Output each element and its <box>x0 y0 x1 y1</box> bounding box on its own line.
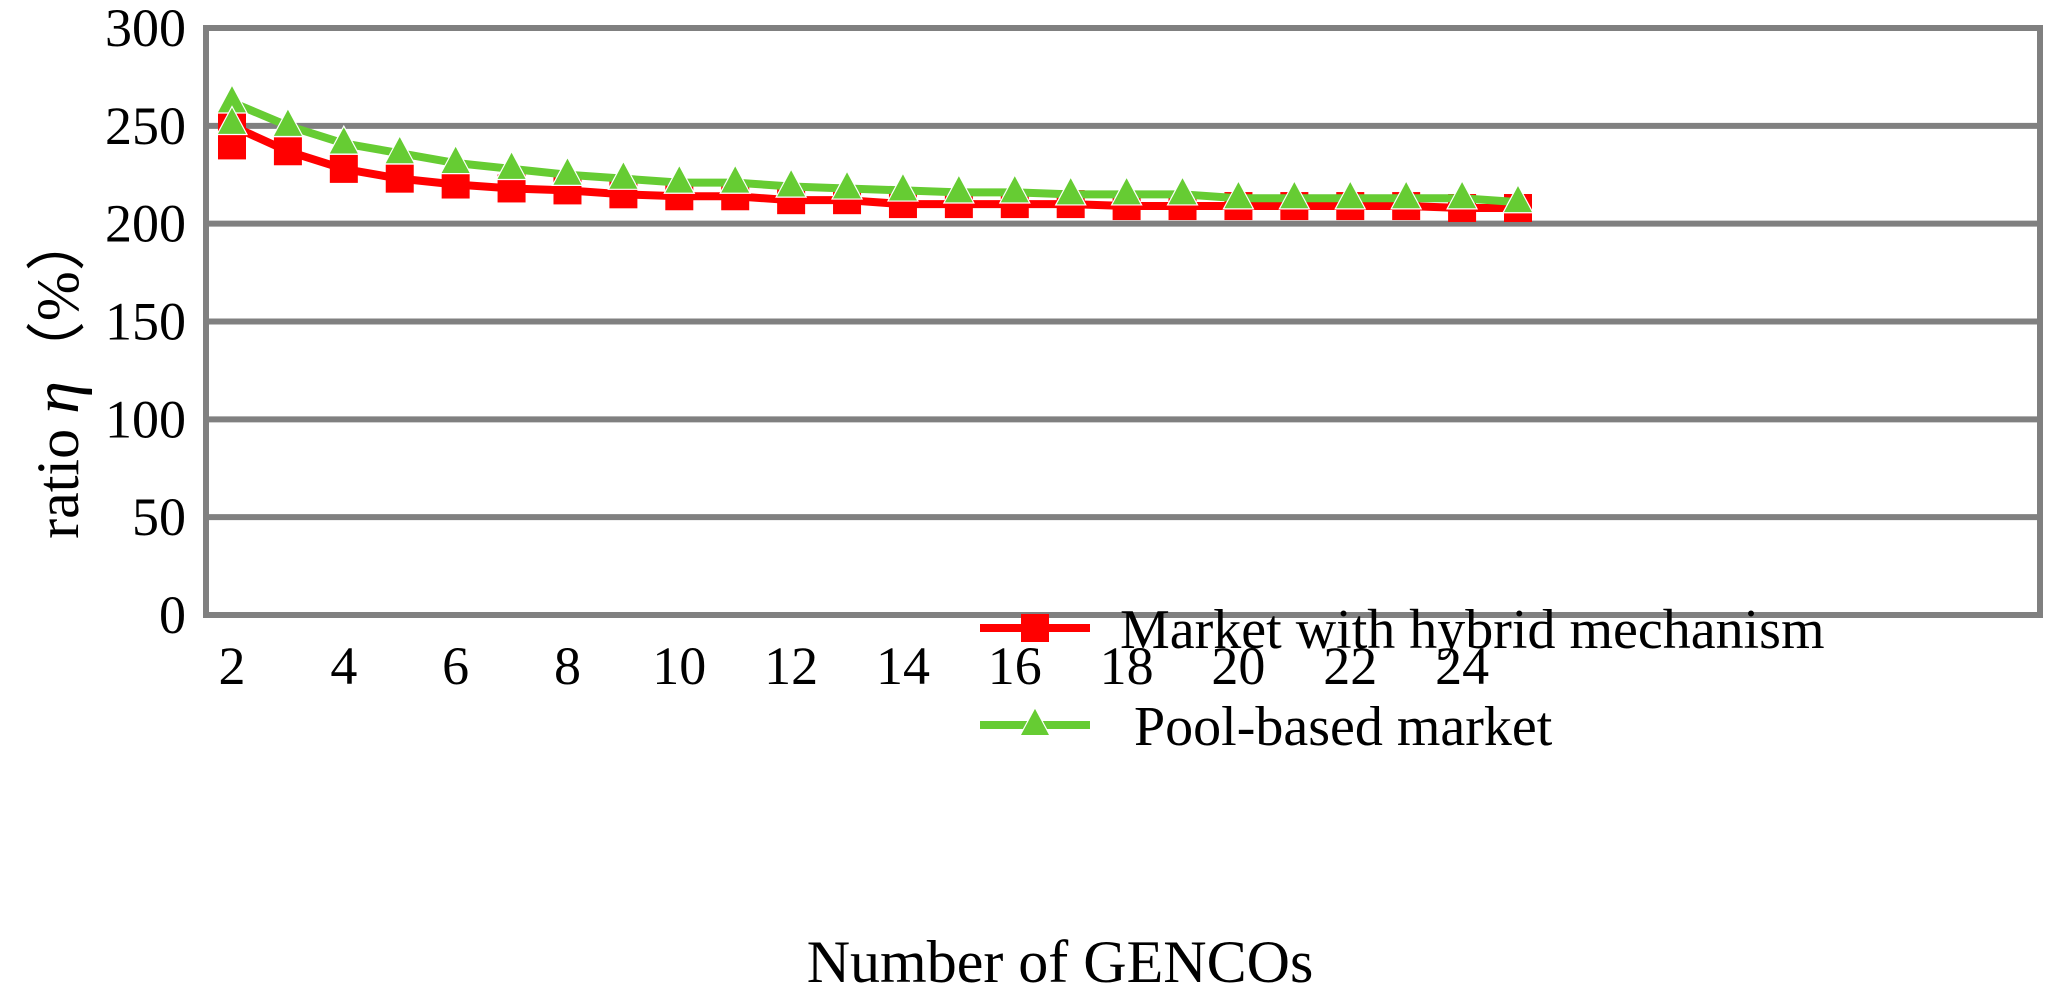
x-tick-label: 2 <box>219 636 246 696</box>
y-tick-label: 250 <box>105 96 186 156</box>
data-point <box>886 171 919 202</box>
x-tick-label: 20 <box>1211 636 1265 696</box>
x-tick-labels: 2 4 6 8 10 12 14 16 18 20 22 24 <box>219 636 1490 696</box>
y-tick-label: 50 <box>132 487 186 547</box>
grid-lines <box>206 25 2040 618</box>
data-point <box>998 173 1031 204</box>
data-point <box>218 131 246 160</box>
data-point <box>1278 179 1311 210</box>
data-point <box>439 144 472 175</box>
data-point <box>1110 175 1143 206</box>
series-layer <box>215 83 1535 223</box>
data-point <box>1501 183 1535 214</box>
y-axis-label-unit: （%） <box>25 211 91 381</box>
x-tick-label: 18 <box>1100 636 1154 696</box>
data-point <box>441 170 470 199</box>
x-tick-label: 14 <box>876 636 930 696</box>
data-point <box>1166 175 1199 206</box>
legend: Market with hybrid mechanism Pool-based m… <box>980 599 1825 758</box>
data-point <box>607 160 640 190</box>
plot-frame <box>203 25 2043 618</box>
data-point <box>383 134 416 165</box>
legend-label: Pool-based market <box>1134 696 1553 758</box>
data-point <box>329 154 358 183</box>
y-tick-label: 150 <box>105 292 186 352</box>
x-tick-label: 8 <box>554 636 581 696</box>
x-tick-label: 24 <box>1435 636 1489 696</box>
x-tick-label: 16 <box>988 636 1042 696</box>
y-tick-label: 0 <box>159 585 186 645</box>
y-axis-label: ratio η（%） <box>20 211 93 539</box>
y-tick-label: 100 <box>105 389 186 449</box>
legend-item: Pool-based market <box>980 696 1553 758</box>
series-line <box>230 98 1519 207</box>
series-2 <box>215 83 1535 214</box>
data-point <box>385 164 414 193</box>
x-tick-label: 6 <box>442 636 469 696</box>
x-axis-label: Number of GENCOs <box>807 929 1314 995</box>
y-axis-label-symbol: η <box>20 381 93 414</box>
x-tick-label: 4 <box>330 636 357 696</box>
legend-swatch-marker <box>1021 614 1049 642</box>
data-point <box>271 107 304 138</box>
data-point <box>327 124 360 155</box>
data-point <box>663 163 696 194</box>
y-axis-label-prefix: ratio <box>25 414 91 539</box>
y-tick-label: 300 <box>105 0 186 58</box>
data-point <box>495 150 528 181</box>
legend-swatch-marker <box>1018 706 1052 737</box>
data-point <box>942 173 975 204</box>
data-point <box>775 167 808 198</box>
data-point <box>831 169 864 200</box>
data-point <box>215 105 249 136</box>
data-point <box>1446 179 1479 210</box>
x-tick-label: 10 <box>652 636 706 696</box>
data-point <box>1390 179 1423 210</box>
data-point <box>551 156 584 186</box>
data-point <box>1222 179 1255 210</box>
data-point <box>1054 175 1087 206</box>
y-tick-label: 200 <box>105 194 186 254</box>
data-point <box>1334 179 1367 210</box>
data-point <box>719 163 752 194</box>
x-tick-label: 22 <box>1323 636 1377 696</box>
x-tick-label: 12 <box>764 636 818 696</box>
data-point <box>273 137 302 166</box>
y-tick-labels: 0 50 100 150 200 250 300 <box>105 0 186 645</box>
legend-label: Market with hybrid mechanism <box>1120 599 1825 661</box>
legend-item: Market with hybrid mechanism <box>980 599 1825 661</box>
